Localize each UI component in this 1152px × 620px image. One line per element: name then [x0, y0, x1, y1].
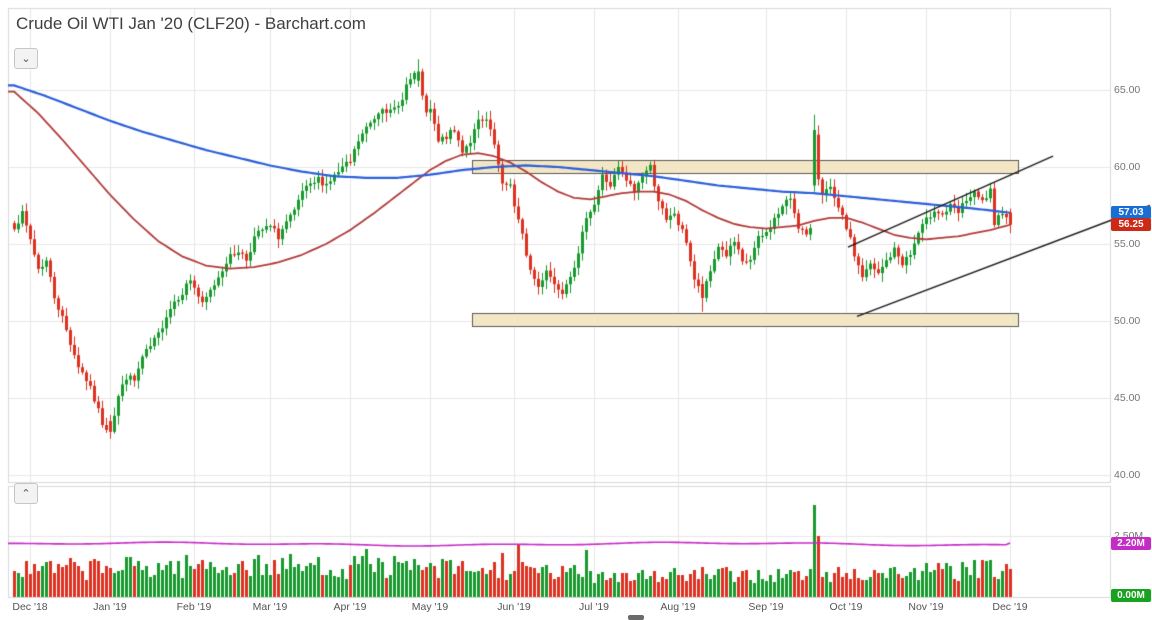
- x-axis-month-label: Dec '19: [992, 601, 1028, 613]
- chevron-down-icon: ⌄: [21, 52, 31, 65]
- price-axis-label: 60.00: [1114, 161, 1141, 173]
- x-axis-month-label: Sep '19: [748, 601, 784, 613]
- x-axis-month-label: Oct '19: [829, 601, 863, 613]
- price-axis-label: 40.00: [1114, 469, 1141, 481]
- x-axis-month-label: Apr '19: [333, 601, 367, 613]
- current-volume-badge: 0.00M: [1111, 589, 1151, 602]
- x-axis-month-label: Aug '19: [660, 601, 696, 613]
- last-price-badge: 56.25: [1111, 218, 1151, 231]
- collapse-volume-panel-button[interactable]: ⌃: [14, 483, 38, 504]
- x-axis-month-label: Mar '19: [252, 601, 288, 613]
- price-axis-label: 55.00: [1114, 238, 1141, 250]
- chart-title: Crude Oil WTI Jan '20 (CLF20) - Barchart…: [16, 14, 366, 33]
- chevron-up-icon: ⌃: [21, 487, 31, 500]
- x-axis-month-label: Jul '19: [578, 601, 610, 613]
- price-axis-label: 50.00: [1114, 315, 1141, 327]
- x-axis-month-label: May '19: [411, 601, 449, 613]
- volume-ma-value-badge: 2.20M: [1111, 537, 1151, 550]
- price-axis-label: 65.00: [1114, 84, 1141, 96]
- x-axis-month-label: Jun '19: [497, 601, 531, 613]
- price-axis-label: 45.00: [1114, 392, 1141, 404]
- collapse-price-panel-button[interactable]: ⌄: [14, 48, 38, 69]
- x-axis-month-label: Dec '18: [12, 601, 48, 613]
- x-axis-month-label: Jan '19: [93, 601, 127, 613]
- x-axis-month-label: Feb '19: [176, 601, 212, 613]
- blue-ma-value-badge: 57.03: [1111, 206, 1151, 219]
- h-scrollbar-thumb[interactable]: [628, 615, 644, 620]
- x-axis-month-label: Nov '19: [908, 601, 944, 613]
